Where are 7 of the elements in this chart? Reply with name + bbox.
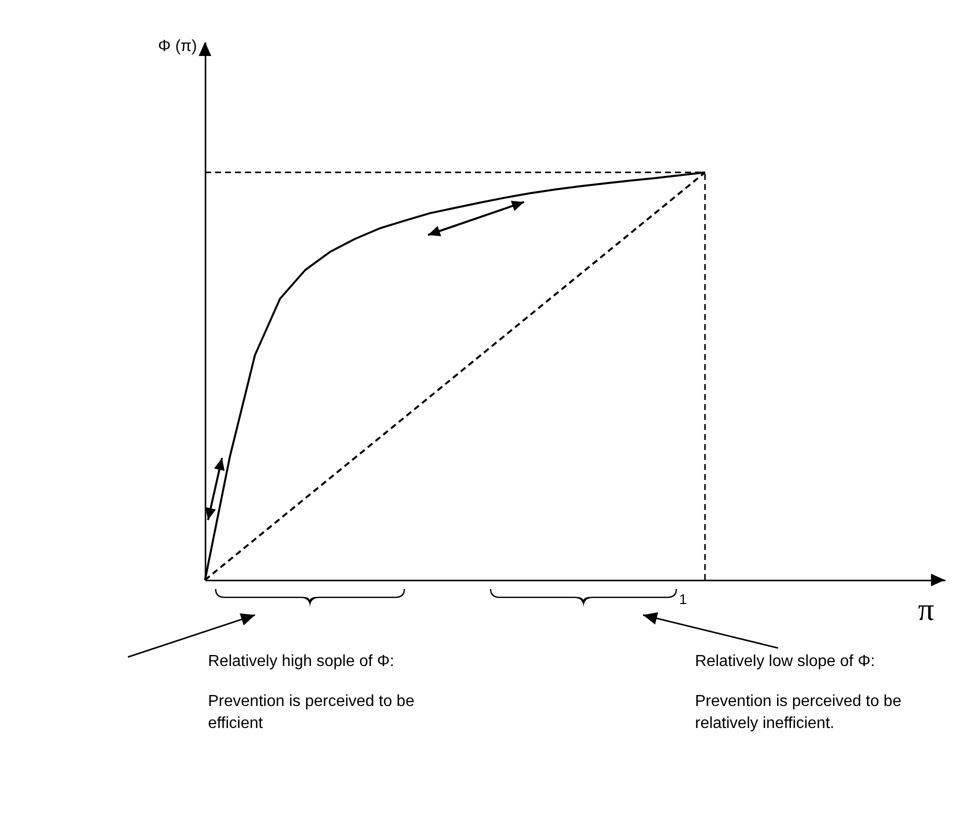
text: Prevention is perceived to be relatively inefficient. xyxy=(695,692,902,734)
text: Prevention is perceived to be efficient xyxy=(208,692,416,734)
text: Φ (π) xyxy=(158,37,197,57)
text: Relatively low slope of Φ: xyxy=(695,652,876,672)
text: π xyxy=(918,591,934,627)
text: Relatively high sople of Φ: xyxy=(208,652,396,672)
text: 1 xyxy=(679,591,687,607)
